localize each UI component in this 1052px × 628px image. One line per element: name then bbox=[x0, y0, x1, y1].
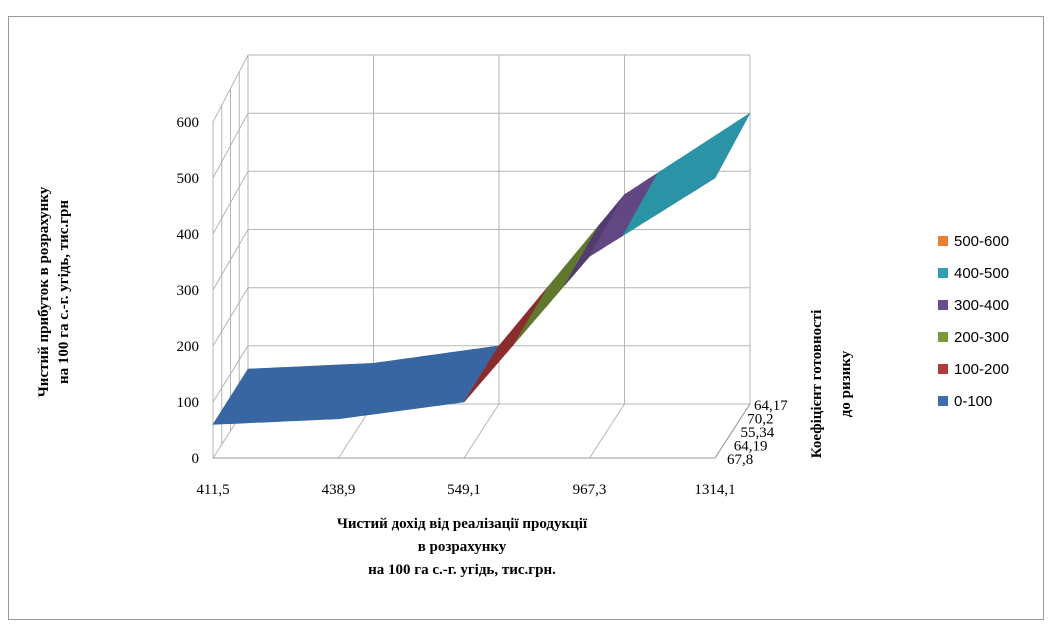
surface-segment bbox=[505, 285, 550, 354]
legend-swatch bbox=[938, 268, 948, 278]
legend-label: 500-600 bbox=[954, 233, 1009, 250]
y-tick-label: 400 bbox=[177, 227, 200, 243]
legend-label: 400-500 bbox=[954, 265, 1009, 282]
y-tick-label: 300 bbox=[177, 283, 200, 299]
legend-swatch bbox=[938, 332, 948, 342]
surface-segment bbox=[522, 265, 567, 335]
z-tick-label: 67,8 bbox=[727, 452, 753, 468]
surface-segment bbox=[705, 112, 751, 185]
x-tick-label: 967,3 bbox=[573, 482, 607, 498]
y-tick-label: 200 bbox=[177, 339, 200, 355]
y-tick-label: 100 bbox=[177, 395, 200, 411]
surface-segment bbox=[555, 224, 600, 296]
value-grid-line bbox=[212, 229, 750, 291]
floor-grid-line bbox=[589, 403, 625, 459]
surface-segment bbox=[547, 234, 592, 306]
legend-swatch bbox=[938, 300, 948, 310]
surface-segment bbox=[539, 244, 583, 315]
legend-label: 100-200 bbox=[954, 361, 1009, 378]
x-tick-label: 438,9 bbox=[322, 482, 356, 498]
legend: 500-600 400-500 300-400 200-300 100-200 0-100 bbox=[938, 233, 1009, 410]
value-grid-line bbox=[212, 112, 750, 179]
legend-label: 0-100 bbox=[954, 393, 992, 410]
z-tick-label: 64,19 bbox=[734, 439, 768, 455]
x-axis-title-line-1: Чистий дохід від реалізації продукції bbox=[337, 516, 588, 532]
x-tick-label: 411,5 bbox=[196, 482, 229, 498]
grid-lines bbox=[212, 54, 751, 459]
x-tick-label: 549,1 bbox=[447, 482, 481, 498]
value-grid-line bbox=[212, 345, 750, 403]
x-axis-title-line-3: на 100 га с.-г. угідь, тис.грн. bbox=[368, 562, 556, 578]
tick-labels: 0 100 200 300 400 500 600 411,5 438,9 549,1 967,3 1… bbox=[177, 115, 789, 498]
y-tick-label: 600 bbox=[177, 115, 200, 131]
surface-segment bbox=[488, 305, 533, 374]
floor-edge bbox=[213, 403, 751, 459]
legend-swatch bbox=[938, 396, 948, 406]
surface-area bbox=[212, 112, 751, 425]
x-tick-label: 1314,1 bbox=[694, 482, 735, 498]
value-grid-line bbox=[212, 287, 750, 347]
legend-swatch bbox=[938, 364, 948, 374]
z-tick-label: 64,17 bbox=[754, 398, 788, 414]
value-grid-line bbox=[212, 170, 750, 235]
x-axis-title-line-2: в розрахунку bbox=[418, 539, 507, 555]
y-axis-title-line-2: на 100 га с.-г. угідь, тис.грн bbox=[56, 200, 72, 384]
surface-segment bbox=[564, 214, 609, 286]
y-tick-label: 500 bbox=[177, 171, 200, 187]
legend-label: 300-400 bbox=[954, 297, 1009, 314]
value-grid-line bbox=[212, 54, 750, 123]
z-axis-title-line-1: Коефіцієнт готовності bbox=[809, 310, 825, 459]
legend-label: 200-300 bbox=[954, 329, 1009, 346]
z-tick-label: 70,2 bbox=[747, 412, 773, 428]
z-tick-label: 55,34 bbox=[741, 425, 775, 441]
surface-segment bbox=[530, 254, 575, 325]
surface-segment bbox=[497, 295, 542, 364]
floor-grid-line bbox=[463, 403, 500, 459]
y-tick-label: 0 bbox=[192, 451, 200, 467]
surface-segment bbox=[513, 275, 558, 344]
legend-swatch bbox=[938, 236, 948, 246]
z-axis-title-line-2: до ризику bbox=[838, 350, 854, 417]
y-axis-title-line-1: Чистий прибуток в розрахунку bbox=[36, 186, 52, 397]
